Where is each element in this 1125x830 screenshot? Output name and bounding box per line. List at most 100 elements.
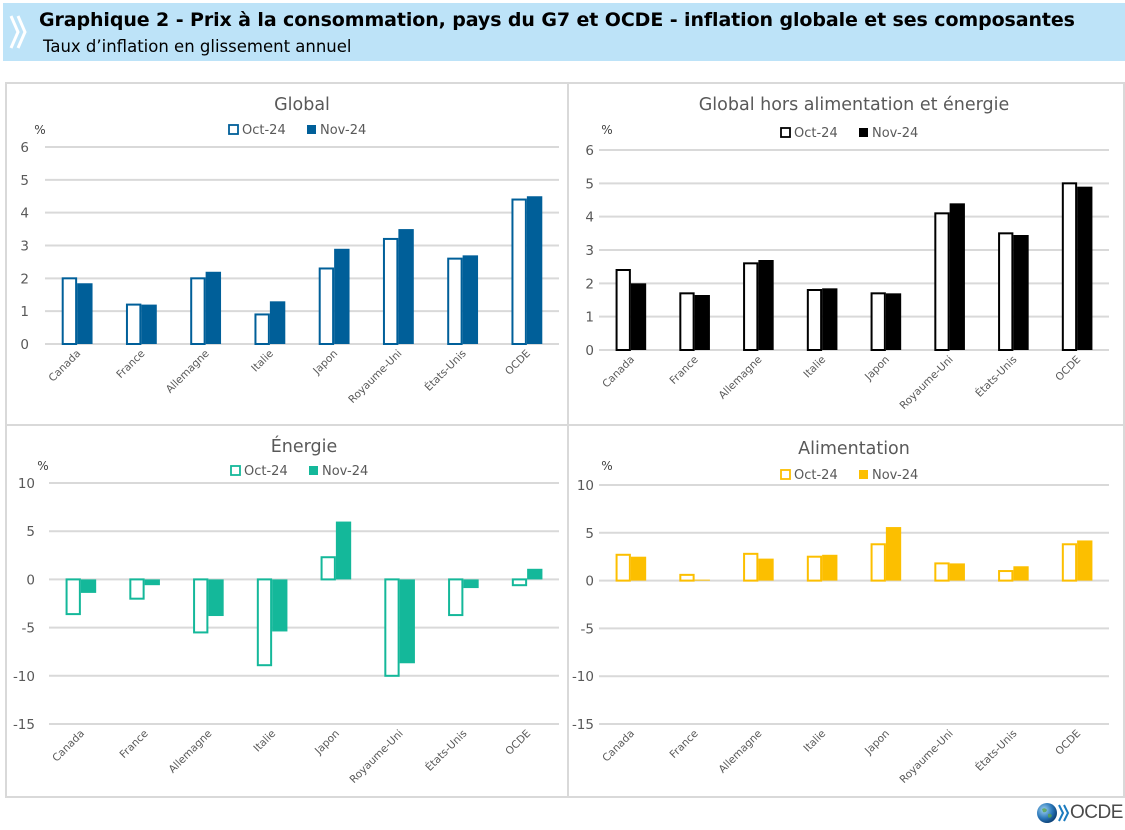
y-tick-label: 10: [18, 476, 35, 492]
bar-oct-24-2: [193, 578, 209, 634]
chart-global: Global% Oct-24 Nov-24 0 1 2 3 4 5 6 Canada France Al…: [20, 95, 559, 406]
legend-swatch-outline: [230, 465, 241, 476]
legend-label: Nov-24: [872, 468, 918, 483]
chart-panel-food: Alimentation% Oct-24 Nov-24 -15 -10 -5 0 5 10 Can…: [567, 424, 1125, 798]
double-chevron-icon: [9, 15, 27, 49]
x-category-label: OCDE: [503, 348, 533, 378]
legend-swatch-outline: [780, 469, 791, 480]
double-chevron-logo-icon: [1058, 804, 1070, 822]
x-category-label: Allemagne: [716, 354, 764, 402]
y-tick-label: 0: [26, 572, 35, 588]
bar-nov-24-6: [462, 255, 479, 344]
bar-nov-24-5: [398, 229, 414, 344]
bar-oct-24-6: [998, 232, 1014, 351]
chart-legend: Oct-24 Nov-24: [230, 464, 368, 479]
chart-core: Global hors alimentation et énergie% Oct-…: [585, 95, 1109, 412]
bar-oct-24-5: [934, 562, 950, 582]
x-category-label: États-Unis: [973, 727, 1020, 774]
bar-nov-24-4: [335, 521, 352, 580]
bar-oct-24-6: [998, 570, 1014, 582]
chart-legend: Oct-24 Nov-24: [780, 126, 918, 141]
bar-oct-24-4: [318, 267, 335, 346]
legend-label: Nov-24: [322, 464, 368, 479]
y-tick-label: 4: [585, 210, 594, 226]
bar-oct-24-2: [743, 262, 759, 351]
y-tick-label: 2: [20, 271, 29, 287]
x-category-label: France: [114, 348, 147, 381]
y-tick-label: 5: [585, 176, 594, 192]
y-tick-label: 10: [577, 478, 594, 494]
y-axis-unit-label: %: [601, 459, 612, 473]
y-tick-label: -5: [581, 621, 594, 637]
bar-nov-24-2: [758, 260, 774, 350]
bar-nov-24-0: [630, 283, 647, 350]
bar-oct-24-0: [61, 277, 78, 345]
chart-food: Alimentation% Oct-24 Nov-24 -15 -10 -5 0 5 10 Can…: [572, 439, 1109, 786]
bar-nov-24-3: [272, 579, 288, 632]
bar-oct-24-6: [447, 257, 463, 345]
bar-nov-24-2: [205, 271, 222, 344]
bar-nov-24-7: [526, 196, 543, 344]
x-category-label: Italie: [801, 728, 828, 755]
bar-nov-24-5: [949, 563, 965, 581]
y-tick-label: 3: [20, 239, 29, 255]
bar-nov-24-4: [334, 248, 350, 344]
chart-title: Global: [274, 95, 330, 115]
bar-oct-24-3: [256, 578, 273, 667]
y-axis-unit-label: %: [34, 123, 45, 137]
bar-oct-24-1: [129, 578, 145, 600]
x-category-label: États-Unis: [973, 353, 1020, 400]
legend-item: Oct-24: [228, 123, 286, 138]
legend-label: Oct-24: [242, 123, 286, 138]
y-tick-label: 0: [20, 337, 29, 353]
x-category-label: Royaume-Uni: [348, 728, 406, 786]
x-category-label: Canada: [50, 728, 87, 765]
bar-nov-24-5: [399, 579, 415, 664]
bar-oct-24-5: [934, 212, 950, 351]
chart-legend: Oct-24 Nov-24: [228, 123, 366, 138]
figure-subtitle: Taux d’inflation en glissement annuel: [43, 37, 352, 56]
legend-item: Oct-24: [780, 468, 838, 483]
bar-oct-24-4: [870, 292, 886, 351]
bar-oct-24-0: [65, 578, 81, 616]
legend-swatch-outline: [780, 127, 791, 138]
y-tick-label: 3: [585, 243, 594, 259]
x-category-label: France: [118, 728, 151, 761]
chart-title: Global hors alimentation et énergie: [699, 95, 1010, 115]
y-tick-label: 6: [20, 140, 29, 156]
y-tick-label: -10: [572, 669, 594, 685]
bar-nov-24-7: [527, 568, 543, 580]
x-category-label: Canada: [600, 728, 637, 765]
x-category-label: Royaume-Uni: [346, 348, 404, 406]
legend-swatch-filled: [859, 470, 868, 479]
y-tick-label: 1: [20, 304, 29, 320]
bar-oct-24-5: [382, 237, 399, 345]
bar-oct-24-4: [320, 556, 336, 581]
x-category-label: États-Unis: [423, 727, 470, 774]
bar-nov-24-3: [822, 288, 838, 350]
y-tick-label: 0: [585, 343, 594, 359]
bar-nov-24-1: [141, 304, 157, 344]
legend-label: Nov-24: [872, 126, 918, 141]
bar-nov-24-6: [463, 579, 479, 589]
figure-title: Graphique 2 - Prix à la consommation, pa…: [39, 9, 1075, 31]
bar-oct-24-7: [1061, 543, 1078, 582]
legend-item: Nov-24: [309, 464, 368, 479]
bar-oct-24-7: [511, 198, 527, 345]
legend-item: Nov-24: [859, 126, 918, 141]
y-axis-unit-label: %: [601, 123, 612, 137]
y-axis-unit-label: %: [37, 459, 48, 473]
legend-item: Nov-24: [859, 468, 918, 483]
x-category-label: Japon: [312, 728, 342, 758]
legend-item: Nov-24: [307, 123, 366, 138]
chart-title: Énergie: [271, 435, 338, 457]
y-tick-label: 4: [20, 206, 29, 222]
logo-text: OCDE: [1070, 802, 1123, 823]
chart-panel-energy: Énergie% Oct-24 Nov-24 -15 -10 -5 0 5 10 Canada Fr…: [5, 424, 569, 798]
x-category-label: Allemagne: [166, 728, 214, 776]
x-category-label: Royaume-Uni: [898, 728, 956, 786]
x-category-label: Canada: [46, 348, 83, 385]
bar-oct-24-1: [679, 573, 695, 582]
bar-nov-24-7: [1077, 186, 1093, 350]
bar-oct-24-0: [615, 553, 631, 582]
